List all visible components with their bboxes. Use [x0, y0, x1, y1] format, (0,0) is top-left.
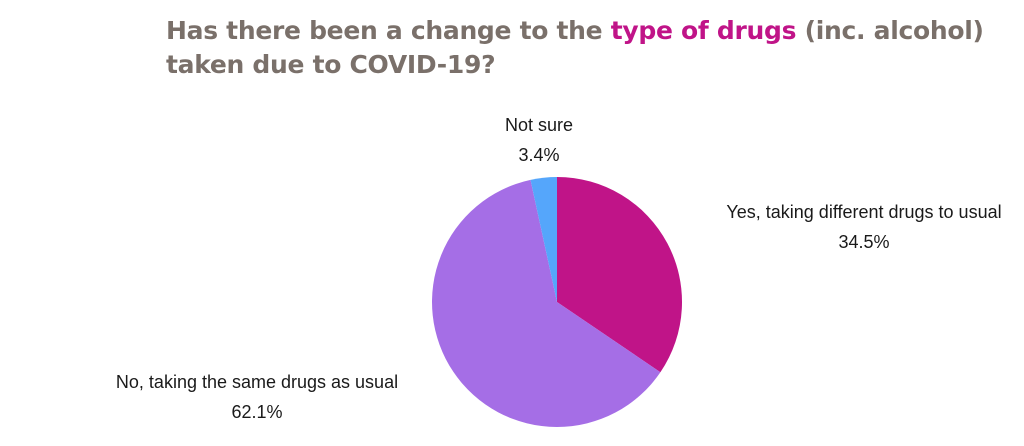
slice-label: Yes, taking different drugs to usual	[726, 202, 1001, 222]
title-part-2: (inc. alcohol) taken due to COVID-19?	[166, 16, 984, 79]
slice-value-label: 62.1%	[231, 402, 282, 422]
slice-label: Not sure	[505, 115, 573, 135]
title-highlight: type of drugs	[610, 16, 797, 45]
pie-slice	[557, 177, 683, 373]
chart-title: Has there been a change to the type of d…	[166, 14, 986, 82]
slice-value-label: 34.5%	[838, 232, 889, 252]
pie-slices	[432, 177, 683, 427]
pie-slice	[530, 177, 557, 302]
title-part-1: Has there been a change to the	[166, 16, 611, 45]
pie-slice	[432, 179, 661, 427]
slice-label: No, taking the same drugs as usual	[116, 372, 398, 392]
slice-value-label: 3.4%	[518, 145, 559, 165]
slice-labels: Yes, taking different drugs to usual 34.5…	[116, 115, 1002, 422]
